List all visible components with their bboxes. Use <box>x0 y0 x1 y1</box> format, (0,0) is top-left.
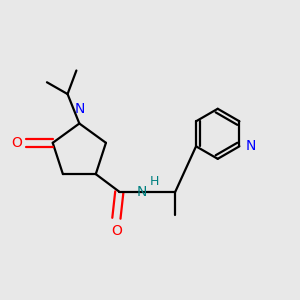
Text: N: N <box>137 185 147 199</box>
Text: O: O <box>111 224 122 238</box>
Text: O: O <box>11 136 22 150</box>
Text: N: N <box>74 102 85 116</box>
Text: N: N <box>245 139 256 153</box>
Text: H: H <box>150 175 160 188</box>
